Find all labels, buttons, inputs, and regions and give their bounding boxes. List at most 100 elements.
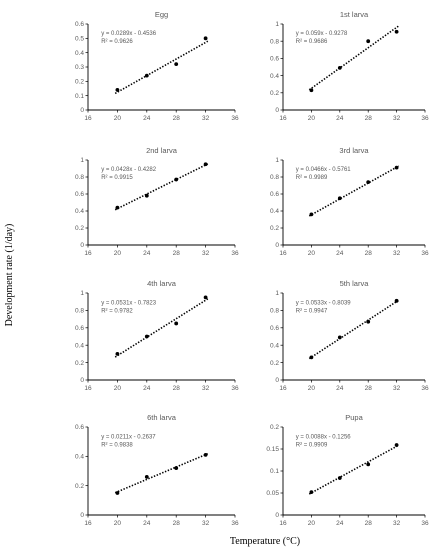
x-tick-label: 32	[393, 520, 401, 527]
y-tick-label: 1	[80, 290, 84, 297]
x-tick-label: 28	[365, 385, 373, 392]
x-tick-label: 16	[279, 385, 287, 392]
panel-1: Egg 0 0.1 0.2 0.3 0.4 0.5 0.6 16 20 24 28 32 36 y = 0.…	[75, 10, 239, 122]
trend-equation: y = 0.0428x - 0.4282	[101, 167, 157, 173]
trend-r-squared: R² = 0.9947	[296, 308, 328, 314]
x-tick-label: 20	[114, 115, 122, 122]
data-point	[337, 476, 342, 480]
x-tick-label: 24	[143, 520, 151, 527]
data-point	[203, 452, 208, 457]
trend-r-squared: R² = 0.9915	[101, 175, 133, 181]
trendline	[114, 40, 209, 95]
x-tick-label: 24	[336, 250, 344, 257]
x-tick-label: 28	[173, 385, 181, 392]
x-tick-label: 24	[143, 115, 151, 122]
y-tick-label: 1	[275, 21, 279, 28]
trend-r-squared: R² = 0.9838	[101, 442, 133, 448]
data-point	[337, 335, 342, 340]
panel-title: 2nd larva	[146, 146, 178, 155]
panel-8: Pupa 0 0.05 0.1 0.15 0.2 16 20 24 28 32 36 y = 0.008…	[266, 413, 429, 527]
trend-equation: y = 0.0533x - 0.8039	[296, 300, 352, 306]
y-tick-label: 0.4	[270, 342, 279, 349]
panel-2: 1st larva 0 0.2 0.4 0.6 0.8 1 16 20 24 28 32 36 y = 0…	[270, 10, 429, 122]
trend-r-squared: R² = 0.9686	[296, 39, 328, 45]
y-tick-label: 0.2	[270, 225, 279, 232]
data-point	[174, 321, 179, 326]
x-tick-label: 20	[308, 250, 316, 257]
data-point	[203, 162, 208, 167]
y-tick-label: 0.6	[75, 325, 84, 332]
y-tick-label: 0.2	[270, 90, 279, 97]
y-tick-label: 0.1	[270, 468, 279, 475]
y-tick-label: 0.2	[75, 360, 84, 367]
x-tick-label: 28	[365, 520, 373, 527]
x-tick-label: 20	[114, 385, 122, 392]
trend-r-squared: R² = 0.9989	[296, 175, 328, 181]
y-tick-label: 0.4	[270, 208, 279, 215]
y-tick-label: 0.3	[75, 64, 84, 71]
y-tick-label: 0.8	[270, 174, 279, 181]
trend-r-squared: R² = 0.9626	[101, 39, 133, 45]
figure-xlabel: Temperature (°C)	[230, 536, 300, 547]
trend-r-squared: R² = 0.9909	[296, 442, 328, 448]
y-tick-label: 0.1	[75, 93, 84, 100]
panel-5: 4th larva 0 0.2 0.4 0.6 0.8 1 16 20 24 28 32 36 y = 0…	[75, 279, 239, 392]
trend-equation: y = 0.0466x - 0.5761	[296, 167, 352, 173]
trend-equation: y = 0.0088x - 0.1256	[296, 434, 352, 440]
y-tick-label: 0.4	[75, 50, 84, 57]
x-tick-label: 24	[336, 520, 344, 527]
y-tick-label: 0.5	[75, 36, 84, 43]
x-tick-label: 24	[336, 115, 344, 122]
x-tick-label: 36	[421, 520, 429, 527]
x-tick-label: 32	[202, 250, 210, 257]
data-point	[309, 88, 314, 93]
y-tick-label: 0.6	[75, 424, 84, 431]
x-tick-label: 28	[173, 250, 181, 257]
x-tick-label: 16	[84, 385, 92, 392]
trendline	[114, 452, 209, 494]
y-tick-label: 0.4	[75, 342, 84, 349]
y-tick-label: 0	[80, 107, 84, 114]
data-point	[309, 355, 314, 360]
x-tick-label: 24	[143, 385, 151, 392]
trend-equation: y = 0.0211x - 0.2637	[101, 434, 156, 440]
data-point	[115, 88, 120, 92]
x-tick-label: 36	[421, 115, 429, 122]
trendline	[308, 25, 400, 91]
panel-title: 4th larva	[147, 279, 177, 288]
y-tick-label: 0	[80, 377, 84, 384]
panel-title: 5th larva	[340, 279, 370, 288]
trendline	[308, 165, 400, 217]
data-point	[203, 295, 208, 300]
panel-6: 5th larva 0 0.2 0.4 0.6 0.8 1 16 20 24 28 32 36 y = 0…	[270, 279, 429, 392]
x-tick-label: 24	[143, 250, 151, 257]
data-point	[394, 298, 399, 303]
data-point	[144, 73, 149, 78]
y-tick-label: 0.15	[266, 446, 279, 453]
x-tick-label: 20	[114, 250, 122, 257]
trendline	[308, 444, 400, 495]
x-tick-label: 36	[421, 385, 429, 392]
x-tick-label: 32	[202, 520, 210, 527]
trendline	[114, 298, 209, 358]
y-tick-label: 0.6	[270, 56, 279, 63]
data-point	[337, 65, 342, 70]
y-tick-label: 0.4	[270, 73, 279, 80]
panel-title: 3rd larva	[339, 146, 369, 155]
trendline	[114, 163, 209, 211]
y-tick-label: 0.05	[266, 490, 279, 497]
x-tick-label: 16	[84, 520, 92, 527]
y-tick-label: 0.6	[270, 191, 279, 198]
x-tick-label: 32	[393, 385, 401, 392]
trend-equation: y = 0.0531x - 0.7823	[101, 300, 157, 306]
x-tick-label: 20	[308, 520, 316, 527]
y-tick-label: 0.4	[75, 454, 84, 461]
y-tick-label: 0	[275, 107, 279, 114]
data-point	[366, 180, 371, 185]
x-tick-label: 36	[231, 115, 239, 122]
data-point	[394, 29, 399, 34]
data-point	[174, 466, 179, 470]
y-tick-label: 0.8	[270, 308, 279, 315]
x-tick-label: 36	[231, 520, 239, 527]
x-tick-label: 36	[231, 385, 239, 392]
